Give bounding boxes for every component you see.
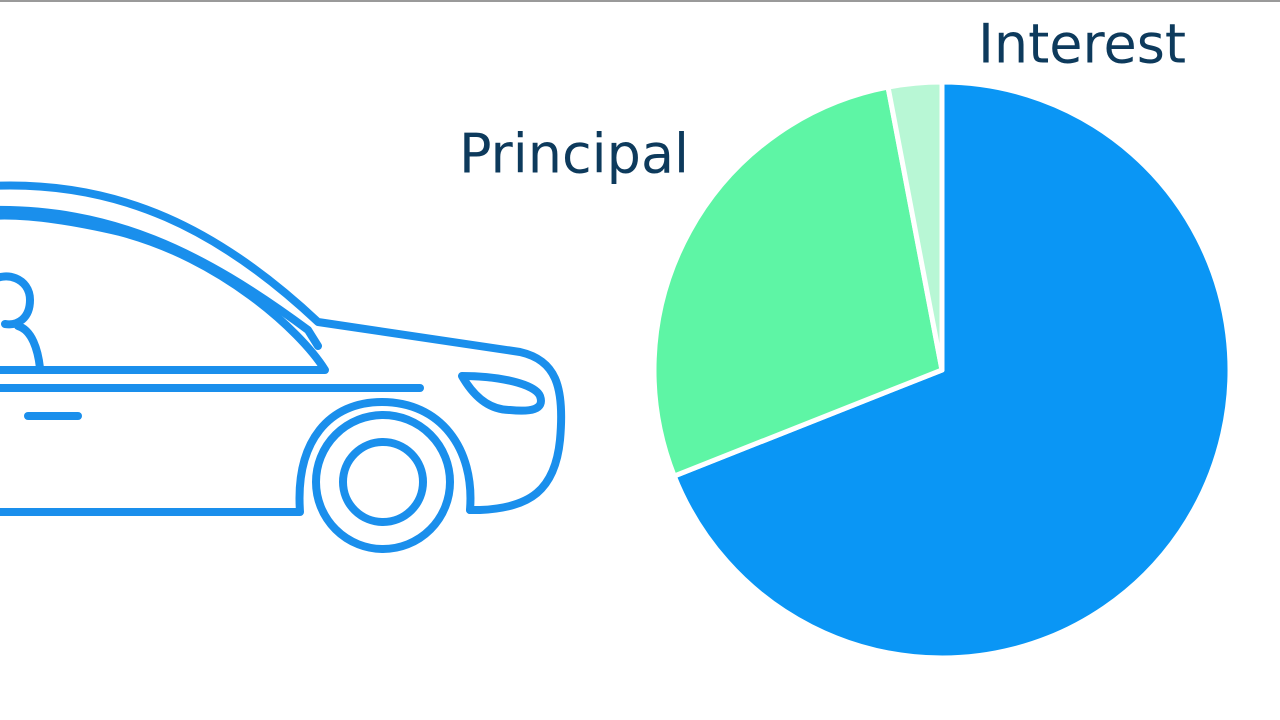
driver-head <box>0 272 34 329</box>
slice-label: Interest <box>978 13 1186 76</box>
pie-chart: Interest Principal <box>459 13 1233 661</box>
headlight <box>458 372 545 415</box>
car-sill <box>0 398 475 516</box>
car-window <box>0 211 329 374</box>
wheel-outer <box>312 411 454 553</box>
car-body-top <box>0 181 566 514</box>
slice-label: Principal <box>459 123 689 186</box>
pie-slice <box>651 84 945 479</box>
wheel-inner <box>339 438 427 526</box>
driver-body <box>14 322 44 372</box>
pie-slice <box>885 79 945 373</box>
pie-slice <box>671 79 1233 661</box>
car-illustration <box>0 181 566 553</box>
